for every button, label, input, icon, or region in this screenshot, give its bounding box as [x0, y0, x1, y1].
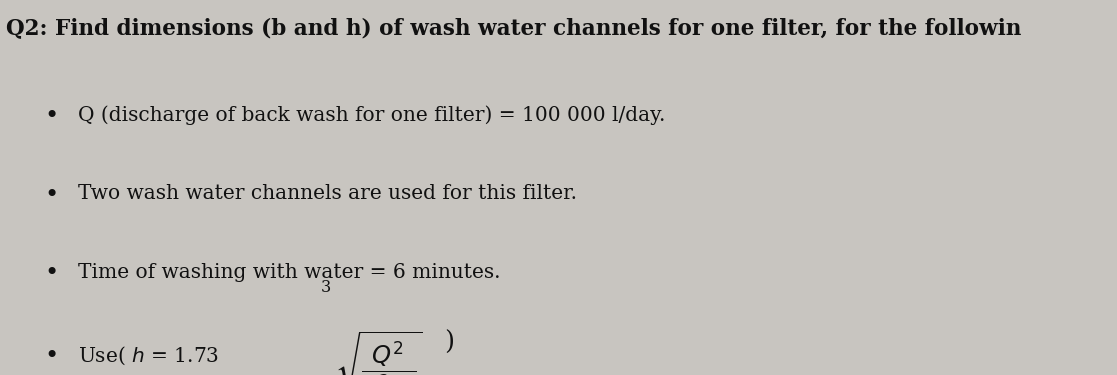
Text: Two wash water channels are used for this filter.: Two wash water channels are used for thi…	[78, 184, 577, 203]
Text: •: •	[45, 262, 59, 285]
Text: Use( $h$ = 1.73: Use( $h$ = 1.73	[78, 345, 219, 368]
Text: ): )	[445, 330, 455, 355]
Text: Q2: Find dimensions (b and h) of wash water channels for one filter, for the fol: Q2: Find dimensions (b and h) of wash wa…	[6, 17, 1021, 39]
Text: •: •	[45, 105, 59, 128]
Text: $\sqrt{\dfrac{Q^2}{b^2\!.g}}$: $\sqrt{\dfrac{Q^2}{b^2\!.g}}$	[335, 330, 422, 375]
Text: 3: 3	[321, 279, 331, 296]
Text: •: •	[45, 345, 59, 368]
Text: Time of washing with water = 6 minutes.: Time of washing with water = 6 minutes.	[78, 262, 500, 282]
Text: Q (discharge of back wash for one filter) = 100 000 l/day.: Q (discharge of back wash for one filter…	[78, 105, 666, 125]
Text: •: •	[45, 184, 59, 207]
